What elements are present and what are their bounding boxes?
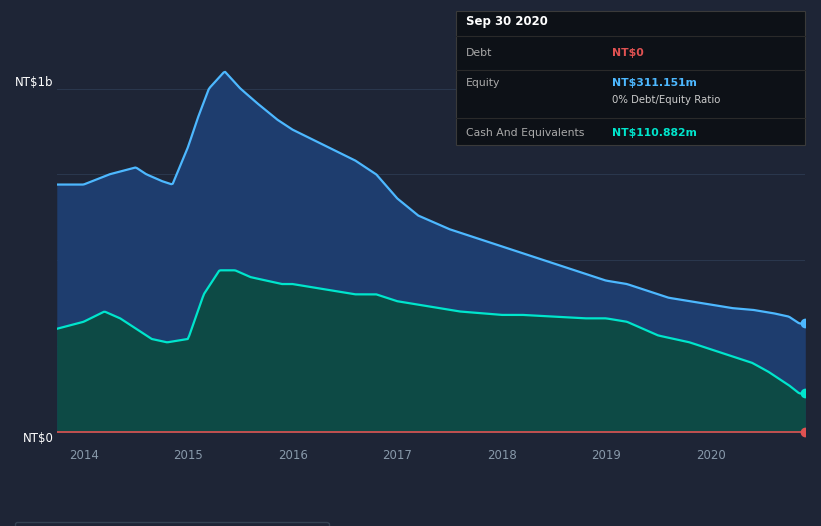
Text: NT$0: NT$0 bbox=[23, 431, 53, 444]
Legend: Debt, Equity, Cash And Equivalents: Debt, Equity, Cash And Equivalents bbox=[15, 522, 328, 526]
Text: Debt: Debt bbox=[466, 47, 492, 58]
Text: Sep 30 2020: Sep 30 2020 bbox=[466, 15, 548, 28]
Text: NT$0: NT$0 bbox=[612, 47, 644, 58]
Text: Equity: Equity bbox=[466, 78, 500, 88]
Text: NT$1b: NT$1b bbox=[16, 76, 53, 88]
Text: NT$311.151m: NT$311.151m bbox=[612, 78, 696, 88]
Text: NT$110.882m: NT$110.882m bbox=[612, 128, 696, 138]
Text: Cash And Equivalents: Cash And Equivalents bbox=[466, 128, 584, 138]
Text: 0% Debt/Equity Ratio: 0% Debt/Equity Ratio bbox=[612, 95, 720, 105]
